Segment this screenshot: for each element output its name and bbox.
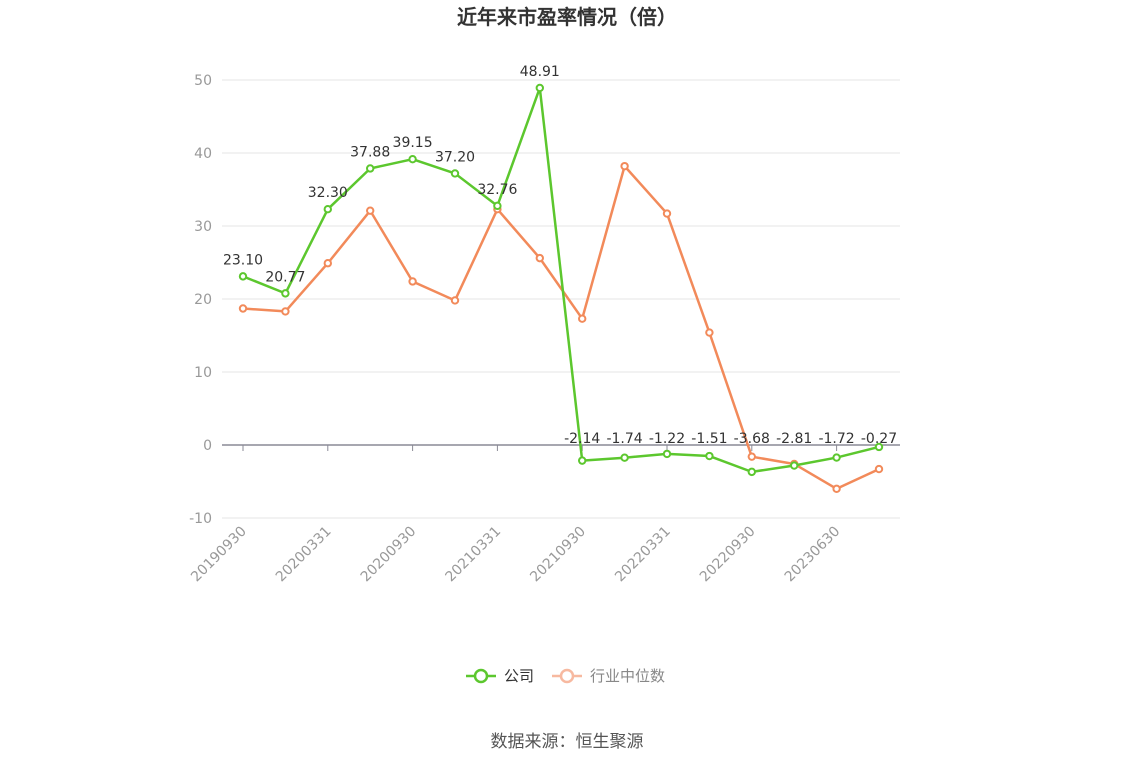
x-tick-label: 20220930 [697,524,759,586]
x-tick-label: 20230630 [782,524,844,586]
data-label: -1.51 [691,431,727,447]
data-point[interactable] [790,461,799,470]
chart-title: 近年来市盈率情况（倍） [457,5,677,29]
data-point[interactable] [281,289,290,298]
x-tick-label: 20200930 [358,524,420,586]
data-label: -1.74 [606,431,642,447]
data-label: -1.22 [649,431,685,447]
data-point[interactable] [323,259,332,268]
y-tick-label: 50 [194,73,212,89]
data-point[interactable] [366,206,375,215]
data-label: 32.30 [308,185,348,201]
data-label: -1.72 [818,431,854,447]
data-point[interactable] [747,452,756,461]
data-label: 32.76 [477,182,517,198]
data-point[interactable] [705,328,714,337]
data-label: -2.14 [564,431,600,447]
data-label: 37.20 [435,149,475,165]
legend-item-1[interactable]: 行业中位数 [552,667,665,685]
series-1 [238,161,884,493]
data-point[interactable] [705,451,714,461]
series-line [242,164,880,491]
data-point[interactable] [832,484,841,493]
data-point[interactable] [578,456,587,465]
data-label: 23.10 [223,252,263,268]
data-point[interactable] [408,277,417,286]
y-tick-label: 0 [203,438,212,454]
data-label: 39.15 [393,135,433,151]
x-tick-label: 20210331 [443,524,505,586]
y-tick-label: 20 [194,292,212,308]
data-point[interactable] [620,453,629,462]
x-tick-label: 20220331 [612,524,674,586]
series-0 [238,83,884,477]
data-point[interactable] [408,155,417,164]
data-point[interactable] [874,464,884,474]
x-tick-label: 20210930 [527,524,589,586]
y-tick-label: 40 [194,146,212,162]
data-point[interactable] [450,296,460,305]
data-point[interactable] [874,442,884,452]
data-point[interactable] [366,164,375,173]
data-label: -2.81 [776,431,812,447]
legend-marker [559,668,575,684]
data-source: 数据来源：恒生聚源 [491,732,644,752]
data-point[interactable] [662,209,672,218]
data-point[interactable] [832,453,841,462]
data-point[interactable] [493,201,502,211]
data-point[interactable] [238,304,248,313]
data-point[interactable] [281,307,290,316]
y-tick-label: 10 [194,365,212,381]
data-point[interactable] [323,205,332,214]
data-point[interactable] [578,314,587,323]
y-tick-label: 30 [194,219,212,235]
data-point[interactable] [662,449,672,459]
data-label: 20.77 [265,269,305,285]
legend[interactable]: 公司 行业中位数 [466,667,665,685]
data-label: -3.68 [734,431,770,447]
y-tick-label: -10 [189,511,212,527]
data-label: 37.88 [350,144,390,160]
data-point[interactable] [747,467,756,477]
legend-label: 行业中位数 [590,667,665,685]
data-point[interactable] [620,161,629,171]
data-point[interactable] [535,83,544,93]
x-tick-label: 20190930 [188,524,250,586]
data-point[interactable] [238,272,248,281]
data-label: -0.27 [861,431,897,447]
data-label: 48.91 [520,64,560,80]
legend-label: 公司 [504,667,534,685]
data-point[interactable] [450,169,460,178]
data-point[interactable] [535,253,544,263]
legend-item-0[interactable]: 公司 [466,667,534,685]
x-tick-label: 20200331 [273,524,335,586]
series-line [242,86,880,474]
legend-marker [473,668,489,684]
y-axis: 50 40 30 20 10 0 -10 [189,73,212,527]
grid-lines [222,79,900,519]
